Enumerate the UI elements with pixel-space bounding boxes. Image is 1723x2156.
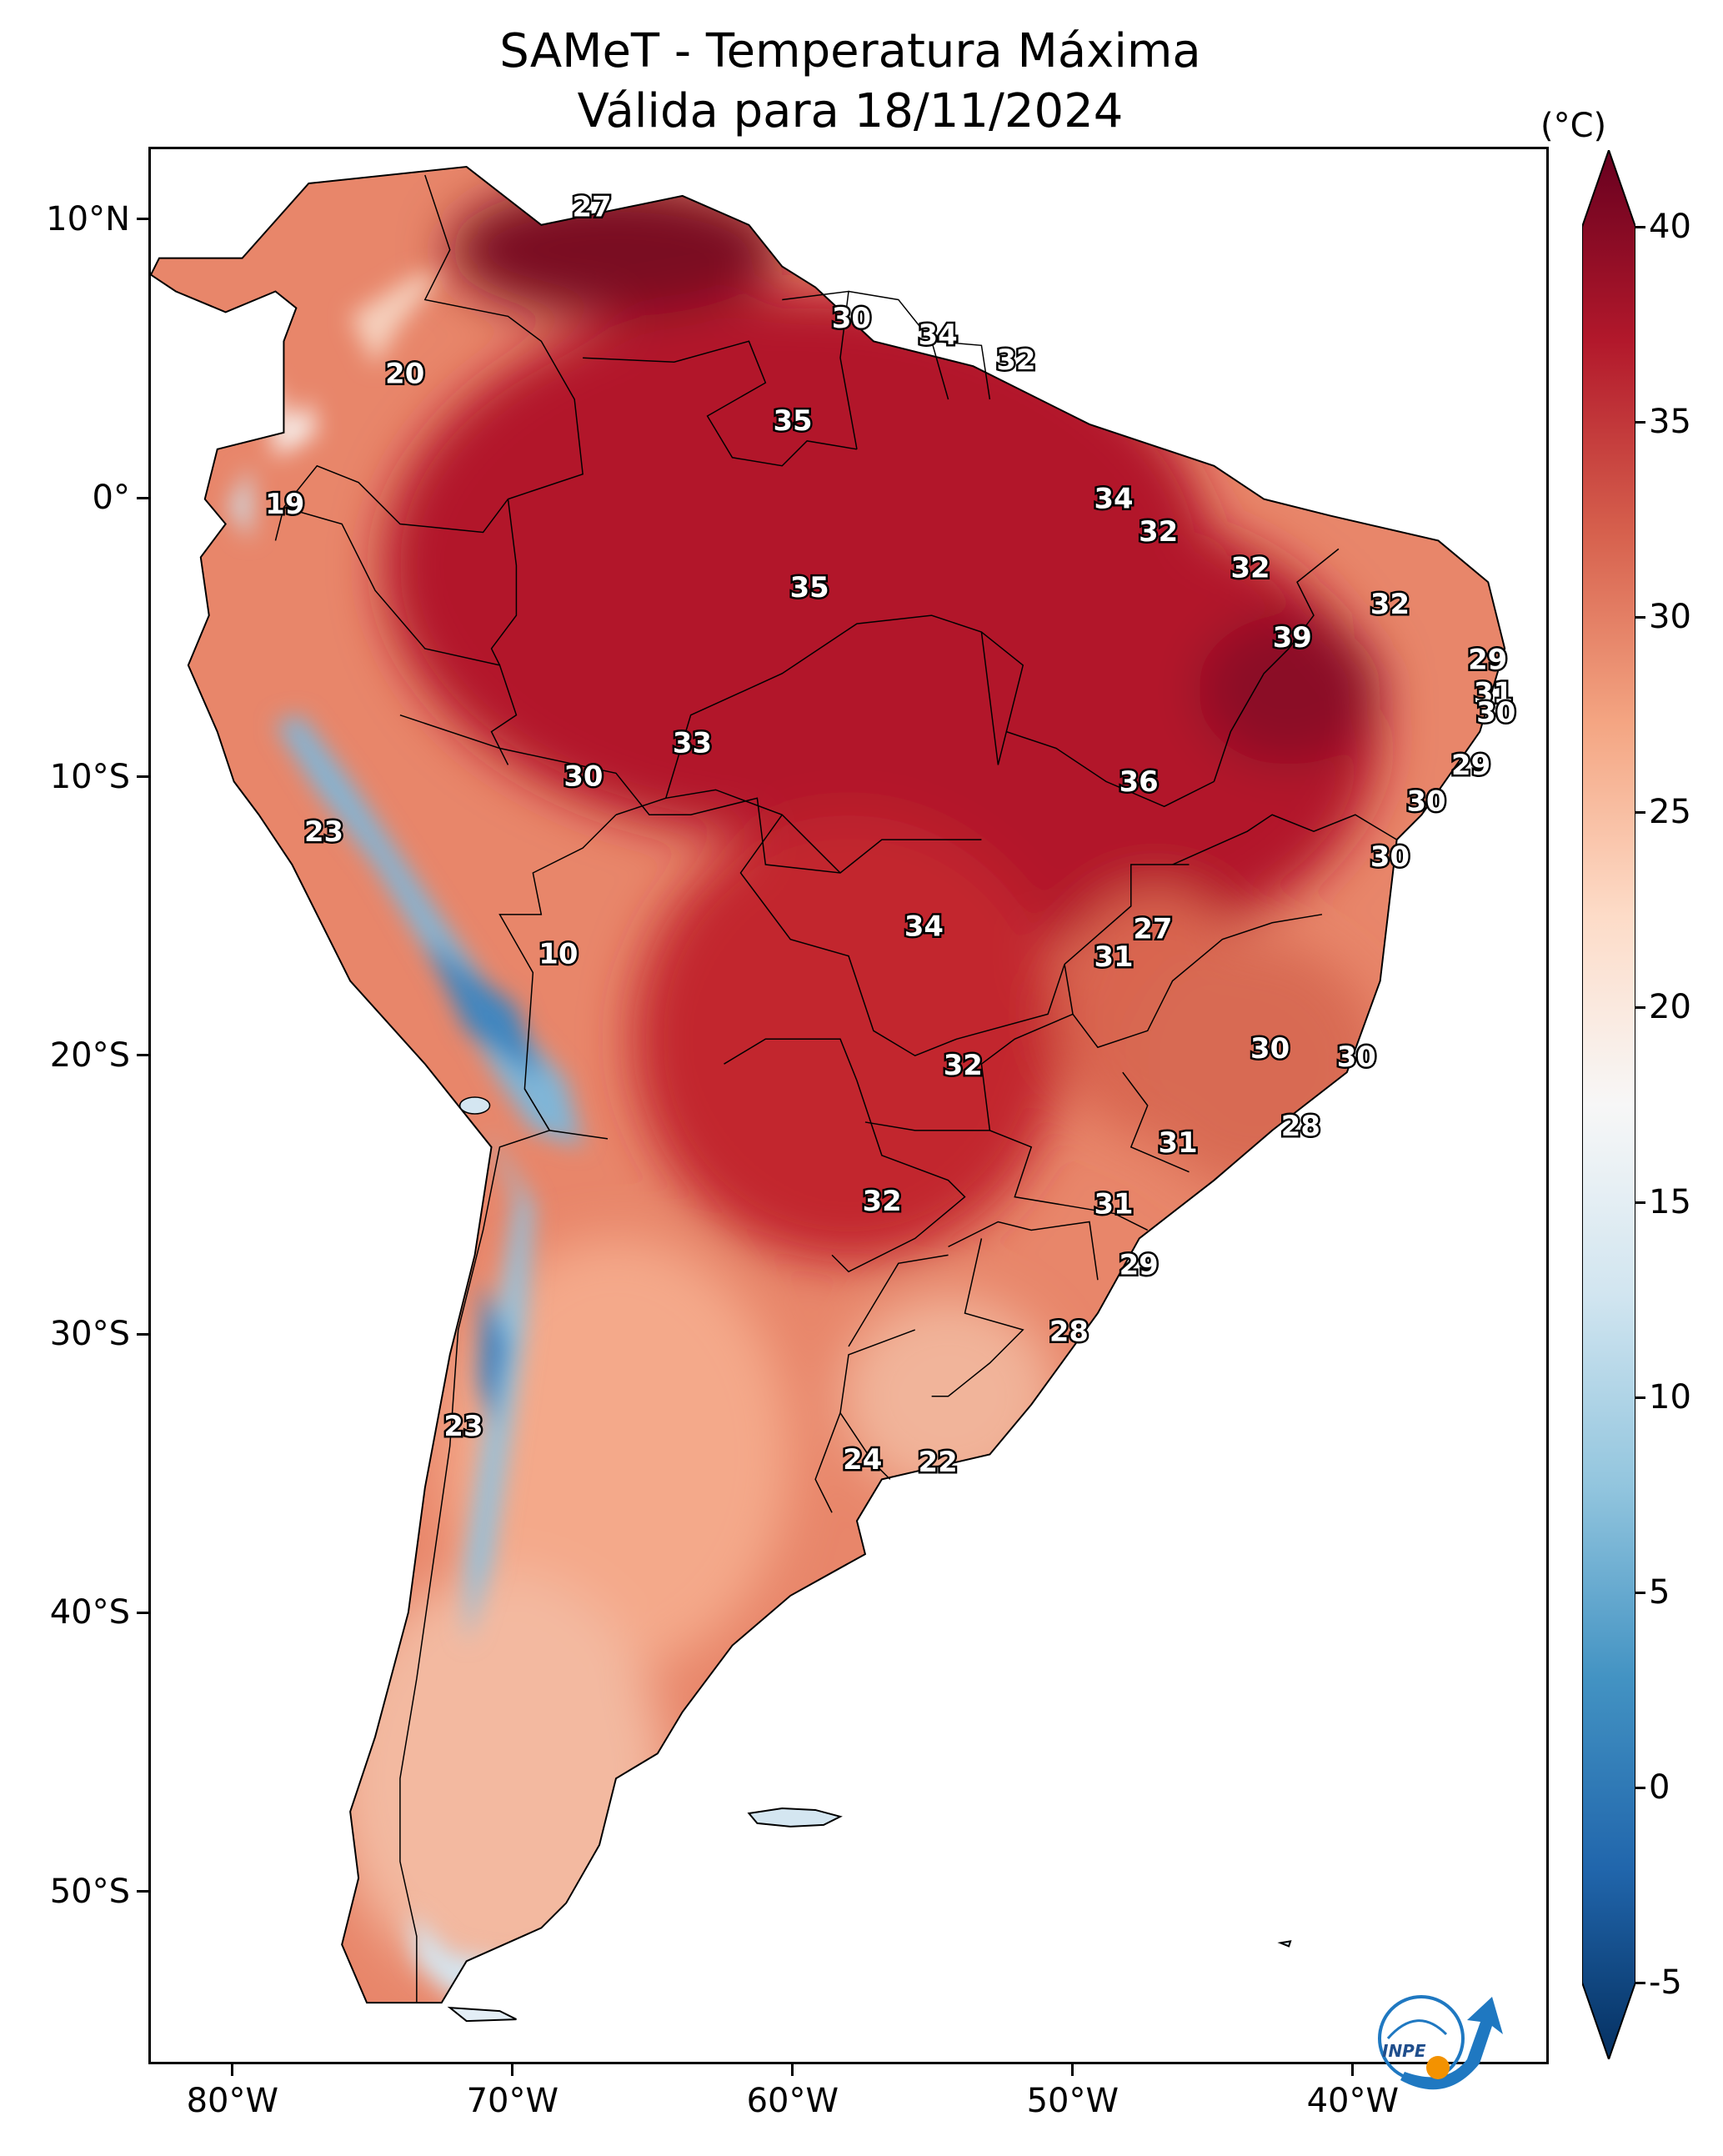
temperature-label: 39 [1273, 621, 1312, 654]
x-tick-mark [511, 2064, 514, 2076]
x-tick-mark [231, 2064, 234, 2076]
colorbar-tick-mark [1635, 615, 1645, 619]
lake-titicaca [458, 1096, 491, 1115]
temperature-label: 31 [1474, 676, 1513, 709]
colorbar-tick-mark [1635, 1005, 1645, 1009]
temperature-label: 34 [919, 318, 958, 351]
temperature-label: 30 [1476, 696, 1515, 729]
temperature-label: 29 [1468, 644, 1507, 676]
x-tick-mark [791, 2064, 794, 2076]
y-tick-label: 20°S [49, 1035, 130, 1075]
temperature-label: 24 [843, 1443, 882, 1476]
colorbar-gradient [1582, 150, 1635, 2059]
map-title: SAMeT - Temperatura Máxima Válida para 1… [150, 22, 1550, 142]
temperature-label: 33 [673, 726, 712, 759]
colorbar-tick-label: 35 [1649, 403, 1691, 441]
y-tick-mark [137, 1332, 148, 1336]
colorbar-tick-label: 30 [1649, 598, 1691, 636]
y-tick-mark [137, 775, 148, 779]
temperature-label: 35 [773, 404, 812, 437]
colorbar-tick-label: 10 [1649, 1378, 1691, 1416]
colorbar-tick-label: -5 [1649, 1963, 1682, 2002]
colorbar-tick-label: 15 [1649, 1183, 1691, 1221]
y-tick-mark [137, 496, 148, 499]
temperature-label: 28 [1281, 1110, 1320, 1142]
temperature-label: 20 [385, 357, 424, 389]
colorbar-tick-label: 25 [1649, 793, 1691, 831]
temperature-label: 22 [919, 1446, 958, 1478]
x-tick-label: 40°W [1306, 2082, 1400, 2120]
temperature-label: 10 [538, 938, 578, 970]
temperature-label: 27 [1133, 913, 1172, 945]
colorbar-tick-label: 40 [1649, 208, 1691, 246]
colorbar-tick-mark [1635, 810, 1645, 814]
colorbar-tick-label: 5 [1649, 1573, 1670, 1612]
temperature-label: 30 [832, 302, 871, 334]
temperature-label: 32 [1231, 552, 1270, 584]
temperature-label: 27 [572, 191, 611, 223]
x-tick-label: 80°W [186, 2082, 279, 2120]
temperature-label: 36 [1119, 765, 1159, 798]
temperature-label: 23 [304, 815, 343, 848]
temperature-label: 30 [1370, 840, 1410, 873]
colorbar-unit: (°C) [1540, 107, 1607, 145]
temperature-label: 30 [1337, 1040, 1376, 1073]
y-tick-label: 40°S [49, 1593, 130, 1632]
colorbar-tick-label: 0 [1649, 1768, 1670, 1807]
temperature-label: 29 [1119, 1249, 1159, 1281]
x-tick-label: 60°W [746, 2082, 839, 2120]
temperature-label: 34 [904, 910, 944, 942]
temperature-label: 19 [265, 488, 304, 520]
temperature-label: 31 [1159, 1126, 1198, 1159]
temperature-label: 23 [443, 1410, 483, 1442]
title-line-2: Válida para 18/11/2024 [577, 84, 1124, 138]
y-tick-mark [137, 1054, 148, 1057]
temperature-label: 32 [944, 1049, 983, 1081]
temperature-label: 29 [1451, 749, 1490, 781]
temperature-label: 28 [1049, 1316, 1089, 1348]
colorbar-tick-mark [1635, 1396, 1645, 1399]
y-tick-label: 50°S [49, 1872, 130, 1911]
colorbar-tick-mark [1635, 1786, 1645, 1789]
x-tick-mark [1071, 2064, 1074, 2076]
temperature-label: 32 [1370, 588, 1410, 620]
colorbar-tick-label: 20 [1649, 988, 1691, 1026]
map-frame[interactable]: 27 30 34 32 20 35 34 19 32 32 35 32 39 29 31 30 33 29 30 36… [148, 147, 1549, 2064]
temperature-label: 34 [1094, 482, 1133, 514]
colorbar-tick-mark [1635, 225, 1645, 228]
political-borders [274, 174, 1398, 2003]
y-tick-mark [137, 1611, 148, 1614]
title-line-1: SAMeT - Temperatura Máxima [499, 24, 1201, 78]
colorbar-tick-mark [1635, 1981, 1645, 1984]
colorbar-tick-mark [1635, 420, 1645, 424]
x-tick-label: 70°W [466, 2082, 559, 2120]
y-tick-mark [137, 218, 148, 221]
temperature-label: 31 [1094, 1187, 1133, 1220]
colorbar-tick-mark [1635, 1201, 1645, 1204]
temperature-label: 30 [1406, 785, 1445, 817]
temperature-label: 30 [1250, 1032, 1290, 1065]
colorbar-tick-mark [1635, 1591, 1645, 1594]
y-tick-label: 10°S [49, 757, 130, 796]
temperature-field [151, 166, 1506, 2004]
inpe-logo: INPE [1378, 1995, 1503, 2090]
x-tick-label: 50°W [1026, 2082, 1119, 2120]
inpe-logo-text: INPE [1382, 2041, 1426, 2061]
y-tick-label: 30°S [49, 1315, 130, 1354]
temperature-label: 32 [863, 1185, 902, 1217]
y-tick-mark [137, 1890, 148, 1893]
temperature-label: 31 [1094, 940, 1133, 973]
x-tick-mark [1351, 2064, 1355, 2076]
temperature-label: 32 [1139, 515, 1178, 548]
temperature-label: 30 [563, 760, 603, 792]
temperature-label: 32 [996, 343, 1035, 376]
y-tick-label: 0° [92, 479, 130, 518]
y-tick-label: 10°N [46, 199, 130, 238]
temperature-label: 35 [790, 571, 829, 604]
colorbar [1582, 150, 1635, 2059]
islands [447, 1807, 1292, 2023]
